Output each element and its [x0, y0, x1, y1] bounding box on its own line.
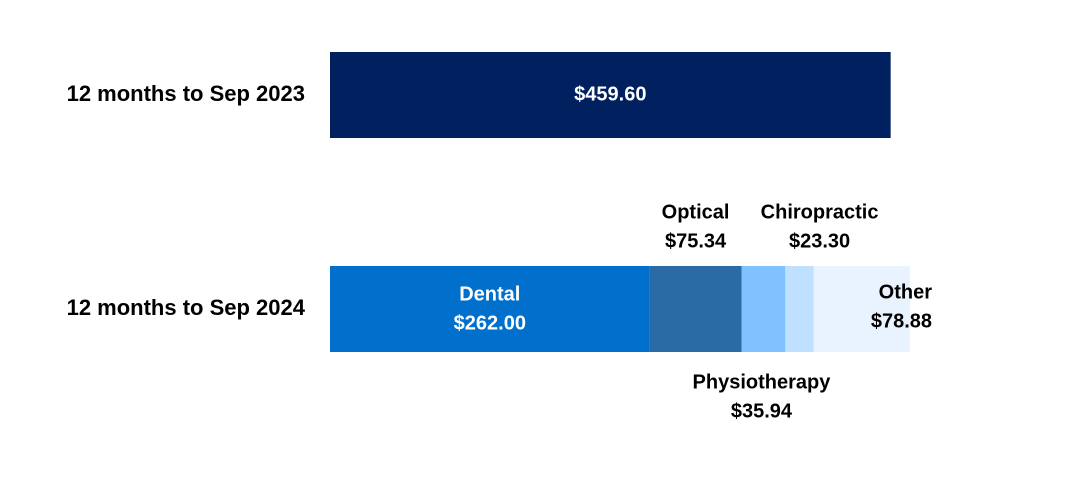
segment-name: Dental: [459, 283, 520, 305]
bar-segment: [813, 266, 910, 352]
value-label: $23.30: [789, 230, 850, 252]
bar-segment: [649, 266, 742, 352]
segment-name: Other: [879, 281, 933, 303]
bar-segment: [785, 266, 814, 352]
value-label: $75.34: [665, 230, 727, 252]
category-label: 12 months to Sep 2023: [67, 81, 305, 106]
value-label: $78.88: [871, 310, 932, 332]
value-label: $262.00: [454, 312, 526, 334]
bar-segment: [741, 266, 786, 352]
segment-name: Optical: [662, 201, 730, 223]
value-label: $459.60: [574, 83, 646, 105]
segment-name: Chiropractic: [761, 201, 879, 223]
bar-segment: [330, 52, 891, 138]
category-label: 12 months to Sep 2024: [67, 295, 306, 320]
segment-name: Physiotherapy: [693, 371, 832, 393]
value-label: $35.94: [731, 400, 793, 422]
bar-segment: [330, 266, 650, 352]
